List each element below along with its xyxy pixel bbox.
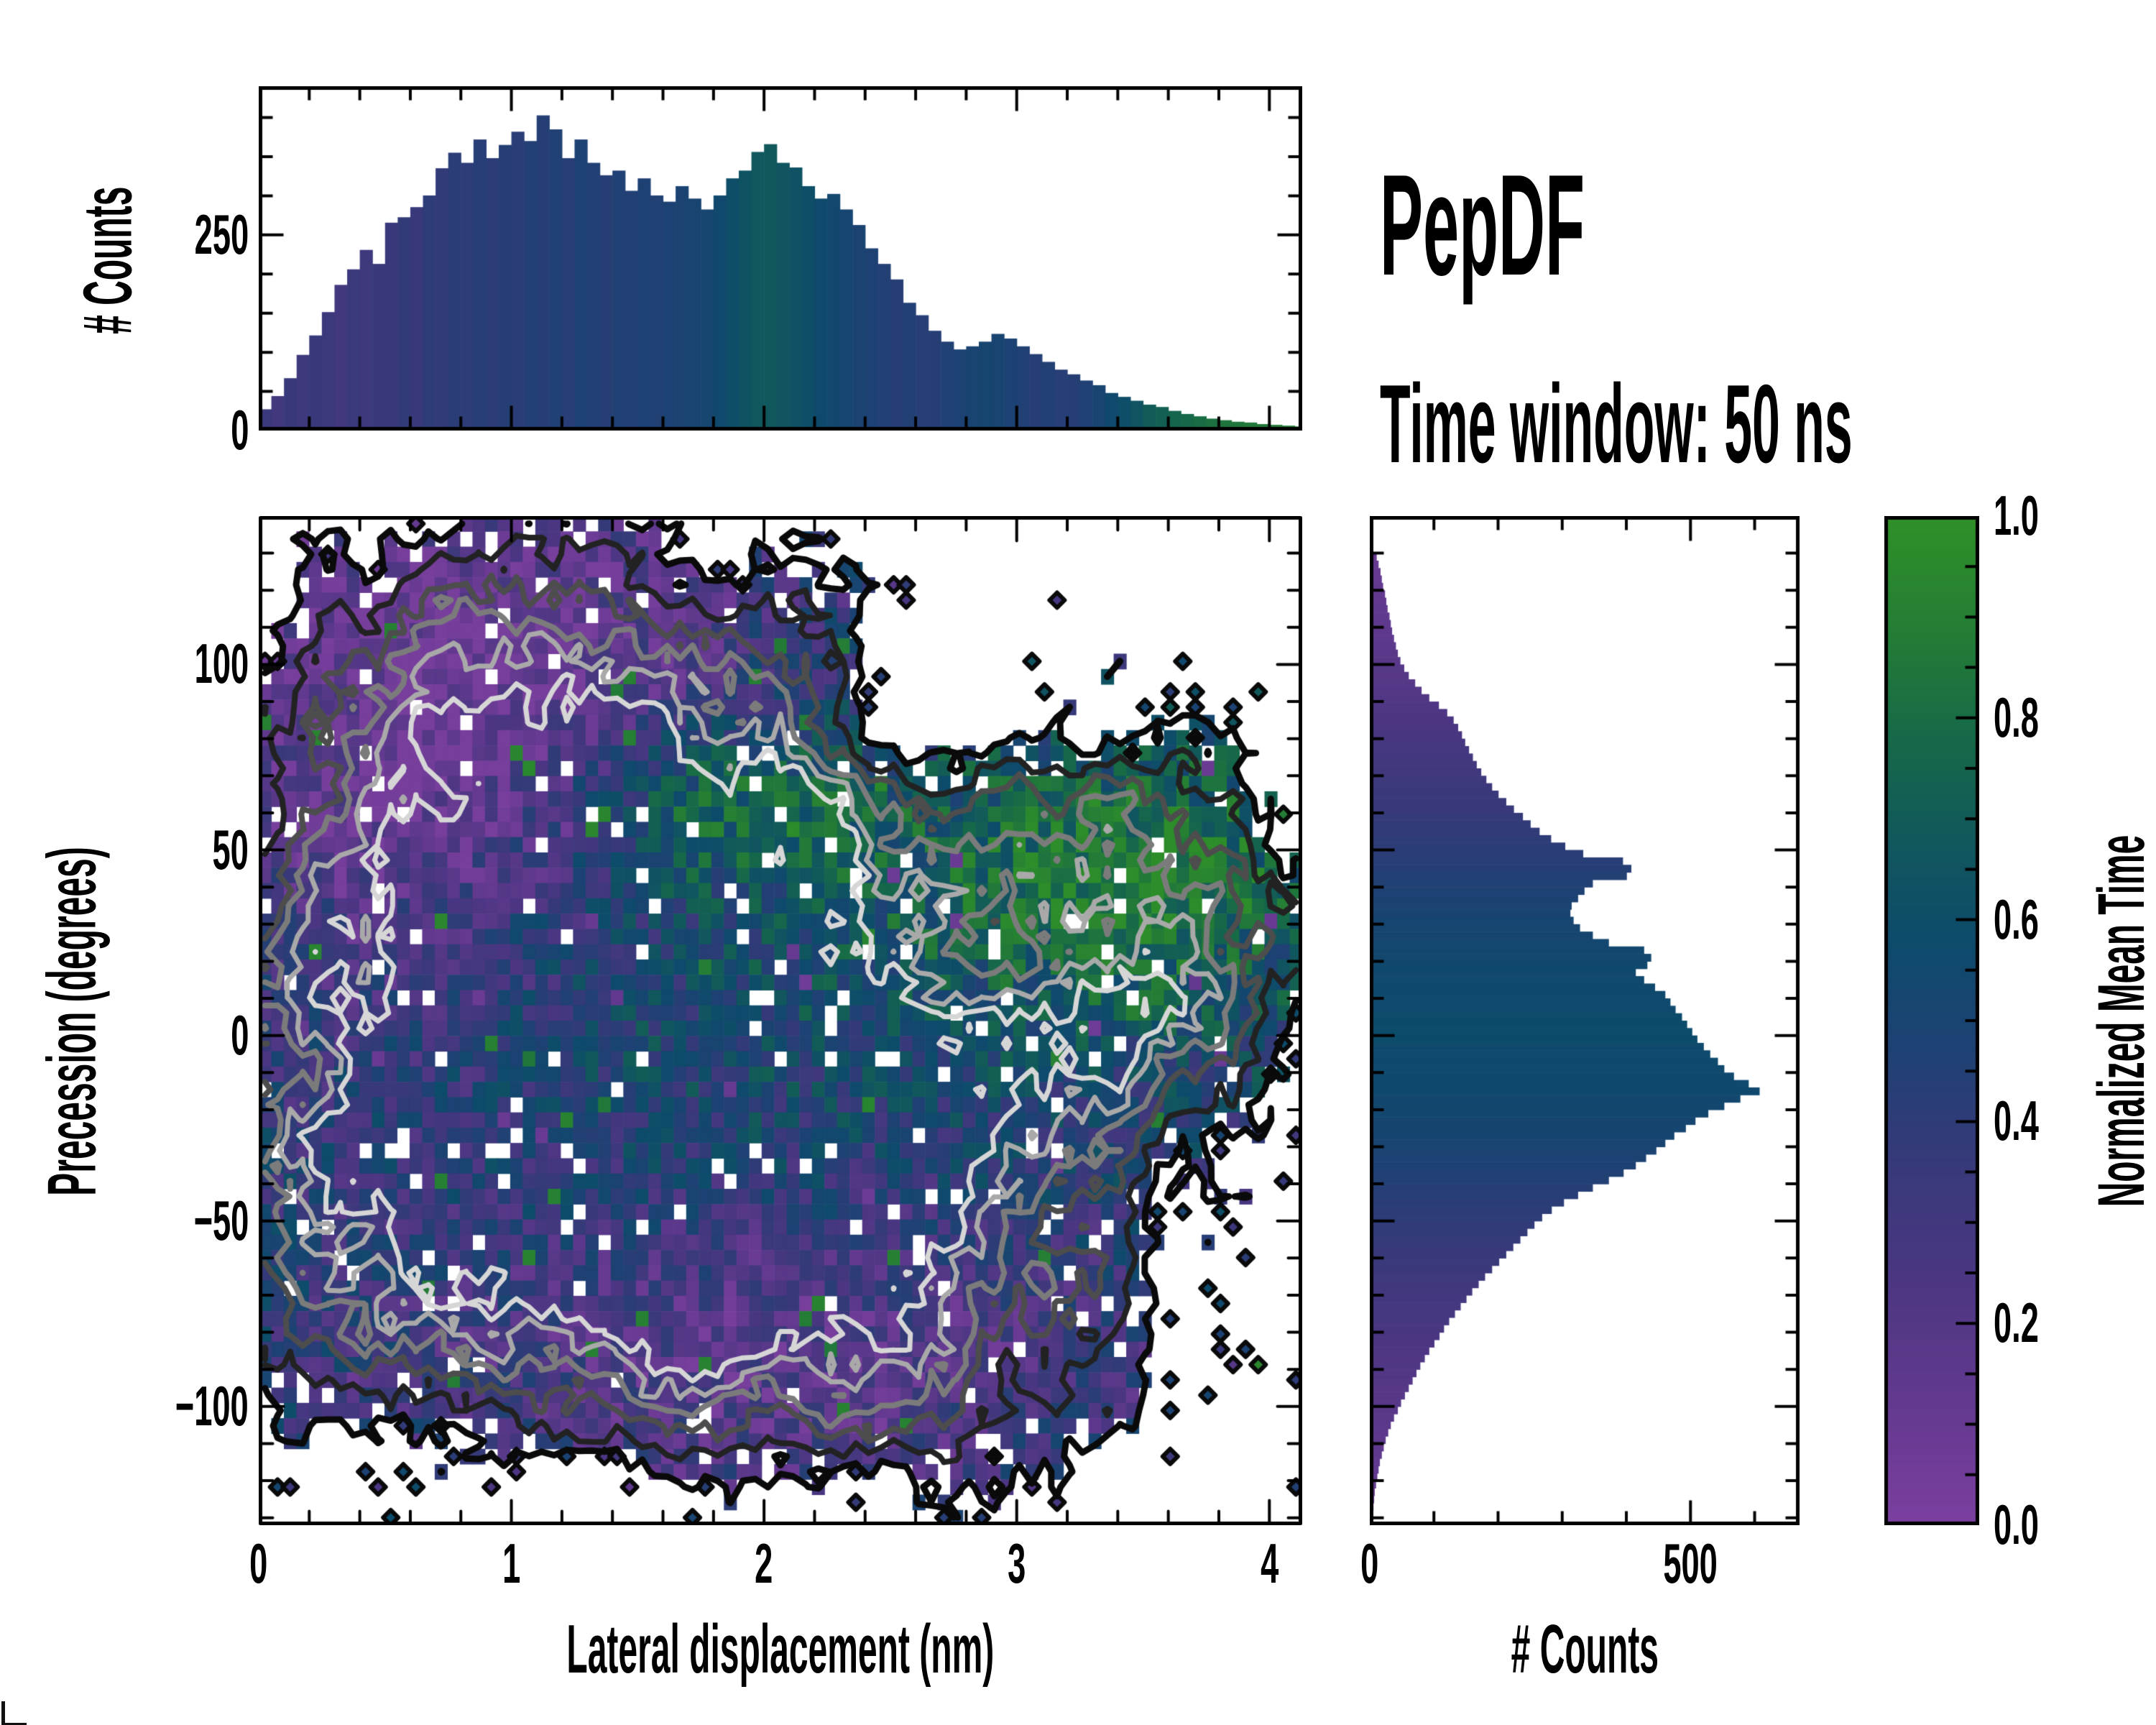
main-xlabel: Lateral displacement (nm) <box>566 1611 995 1688</box>
chart-subtitle: Time window: 50 ns <box>1380 362 1853 486</box>
right-hist-x-tick-label: 500 <box>1663 1532 1718 1595</box>
top-histogram-panel <box>259 86 1302 431</box>
main-heatmap-canvas <box>259 516 1302 1525</box>
colorbar-panel <box>1884 516 1979 1525</box>
main-x-tick-label: 4 <box>1260 1532 1279 1595</box>
main-x-tick-label: 0 <box>249 1532 268 1595</box>
right-histogram-panel <box>1370 516 1800 1525</box>
chart-title: PepDF <box>1380 145 1585 305</box>
main-x-tick-label: 3 <box>1008 1532 1026 1595</box>
main-y-tick-label: 100 <box>194 632 249 696</box>
right-hist-x-tick-label: 0 <box>1360 1532 1379 1595</box>
colorbar-tick-label: 0.6 <box>1994 887 2039 951</box>
colorbar-tick-label: 0.0 <box>1994 1493 2039 1556</box>
top-hist-ylabel: # Counts <box>69 186 147 335</box>
main-heatmap-panel <box>259 516 1302 1525</box>
top-hist-y-tick-label: 0 <box>230 398 249 461</box>
main-y-tick-label: 50 <box>212 817 249 881</box>
top-histogram-canvas <box>259 86 1302 431</box>
right-hist-xlabel: # Counts <box>1511 1611 1659 1688</box>
colorbar-tick-label: 1.0 <box>1994 484 2039 547</box>
main-x-tick-label: 2 <box>755 1532 773 1595</box>
main-y-tick-label: 0 <box>230 1003 249 1067</box>
stray-axes-corner <box>1 1701 27 1725</box>
colorbar-tick-label: 0.4 <box>1994 1089 2039 1153</box>
main-y-tick-label: −50 <box>193 1188 249 1252</box>
main-x-tick-label: 1 <box>502 1532 521 1595</box>
colorbar-tick-label: 0.2 <box>1994 1291 2039 1355</box>
colorbar-tick-label: 0.8 <box>1994 685 2039 749</box>
main-y-tick-label: −100 <box>175 1374 249 1438</box>
top-hist-y-tick-label: 250 <box>194 202 249 266</box>
colorbar-canvas <box>1884 516 1979 1525</box>
right-histogram-canvas <box>1370 516 1800 1525</box>
